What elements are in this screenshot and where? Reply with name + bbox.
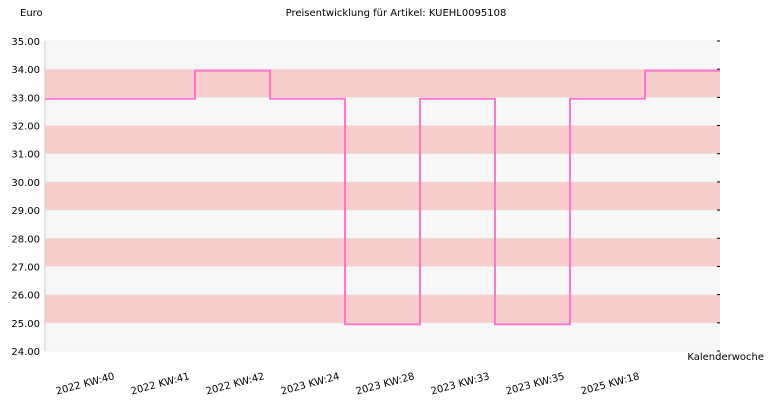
y-tick-label: 33.00 (11, 93, 40, 104)
grid-band (45, 210, 720, 239)
y-tick-label: 32.00 (11, 122, 40, 133)
grid-band (45, 266, 720, 295)
bands (45, 41, 720, 351)
x-tick-label: 2022 KW:41 (130, 371, 191, 397)
grid-band (45, 125, 720, 154)
y-tick-label: 29.00 (11, 206, 40, 217)
y-tick-label: 35.00 (11, 37, 40, 48)
grid-band (45, 69, 720, 98)
y-tick-label: 34.00 (11, 65, 40, 76)
y-tick-label: 27.00 (11, 262, 40, 273)
y-tick-label: 31.00 (11, 150, 40, 161)
grid-band (45, 41, 720, 70)
x-tick-label: 2022 KW:40 (55, 371, 116, 397)
y-tick-label: 24.00 (11, 347, 40, 358)
y-tick-label: 25.00 (11, 319, 40, 330)
y-tick-label: 30.00 (11, 178, 40, 189)
chart-title: Preisentwicklung für Artikel: KUEHL00951… (286, 8, 507, 19)
y-tick-label: 26.00 (11, 291, 40, 302)
price-line (45, 69, 720, 326)
grid-band (45, 322, 720, 351)
x-tick-label: 2025 KW:18 (580, 371, 641, 397)
x-tick-label: 2023 KW:33 (430, 371, 491, 397)
x-tick-label: 2023 KW:24 (280, 371, 341, 397)
grid-band (45, 97, 720, 126)
x-tick-label: 2022 KW:42 (205, 371, 266, 397)
y-tick-label: 28.00 (11, 234, 40, 245)
grid-band (45, 238, 720, 267)
grid-band (45, 153, 720, 182)
grid-band (45, 294, 720, 323)
grid-band (45, 181, 720, 211)
x-tick-label: 2023 KW:28 (355, 371, 416, 397)
x-tick-label: 2023 KW:35 (505, 371, 566, 397)
y-axis-label: Euro (20, 8, 43, 19)
x-axis-label: Kalenderwoche (687, 352, 764, 363)
